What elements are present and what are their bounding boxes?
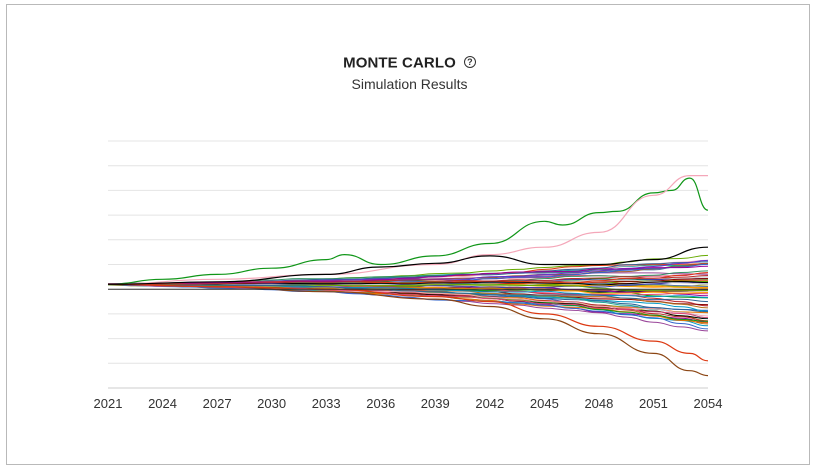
x-tick-label: 2054 <box>694 396 723 411</box>
x-tick-label: 2045 <box>530 396 559 411</box>
x-tick-label: 2048 <box>584 396 613 411</box>
x-tick-label: 2051 <box>639 396 668 411</box>
x-tick-label: 2036 <box>366 396 395 411</box>
simulation-series-line <box>107 177 709 285</box>
simulation-series-line <box>107 283 709 303</box>
x-tick-label: 2030 <box>257 396 286 411</box>
simulation-series-line <box>107 275 709 285</box>
question-circle-icon[interactable]: ? <box>463 55 476 68</box>
x-tick-label: 2027 <box>203 396 232 411</box>
simulation-series-line <box>107 283 709 362</box>
chart-title: MONTE CARLO <box>343 54 456 72</box>
title-row: MONTE CARLO? <box>0 54 819 72</box>
x-tick-label: 2039 <box>421 396 450 411</box>
simulation-series-line <box>108 265 709 285</box>
chart-subtitle: Simulation Results <box>351 76 468 92</box>
x-tick-label: 2033 <box>312 396 341 411</box>
x-tick-label: 2042 <box>475 396 504 411</box>
x-axis-ticks: 2021 2024 2027 2030 2033 2036 2039 2042 2045 2048… <box>94 396 723 411</box>
simulation-series-line <box>107 284 709 330</box>
simulation-series-line <box>107 246 709 285</box>
series-lines <box>107 174 709 377</box>
x-tick-label: 2021 <box>94 396 123 411</box>
simulation-series-line <box>107 174 708 285</box>
x-tick-label: 2024 <box>148 396 177 411</box>
